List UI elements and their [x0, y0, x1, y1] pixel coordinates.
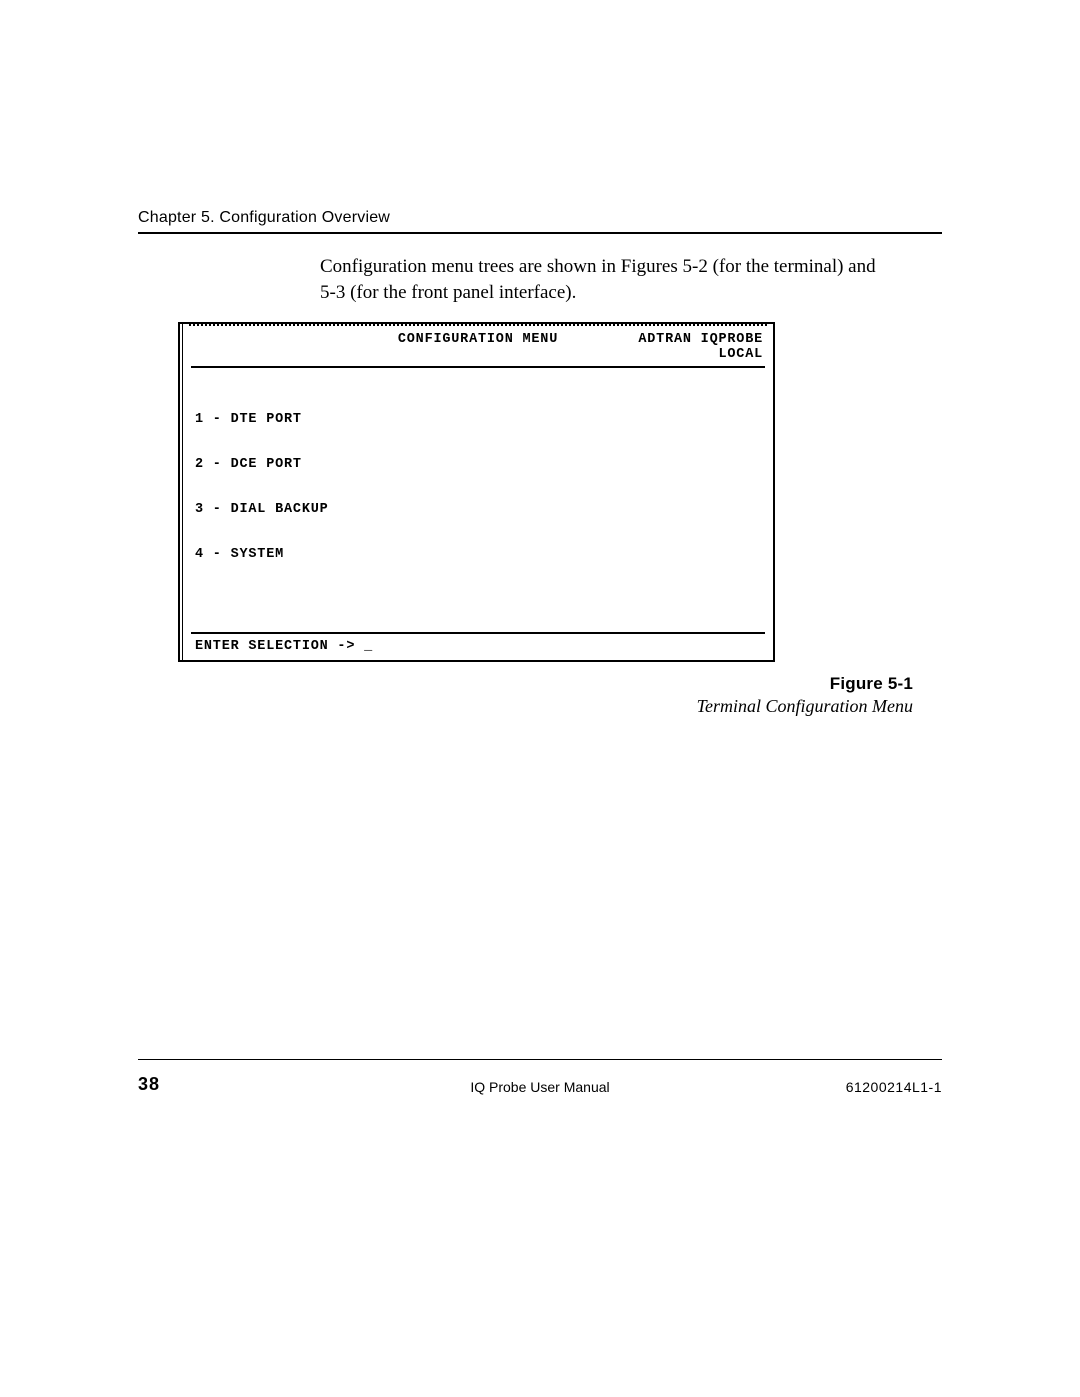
terminal-inner: CONFIGURATION MENU ADTRAN IQPROBE LOCAL …: [182, 324, 773, 660]
footer-rule: [138, 1059, 942, 1060]
terminal-screenshot: CONFIGURATION MENU ADTRAN IQPROBE LOCAL …: [178, 322, 775, 662]
terminal-menu: 1 - DTE PORT 2 - DCE PORT 3 - DIAL BACKU…: [195, 382, 329, 592]
terminal-titlebar: CONFIGURATION MENU ADTRAN IQPROBE LOCAL: [193, 332, 763, 366]
terminal-menu-item: 3 - DIAL BACKUP: [195, 502, 329, 517]
terminal-menu-item: 2 - DCE PORT: [195, 457, 329, 472]
header-rule: [138, 232, 942, 234]
terminal-prompt: ENTER SELECTION -> _: [195, 639, 373, 654]
terminal-title-right: ADTRAN IQPROBE LOCAL: [621, 332, 763, 362]
figure-caption: Terminal Configuration Menu: [697, 696, 913, 717]
figure-label: Figure 5-1: [830, 674, 913, 694]
terminal-dotted-top: [189, 324, 767, 326]
chapter-header: Chapter 5. Configuration Overview: [138, 209, 390, 227]
terminal-menu-item: 1 - DTE PORT: [195, 412, 329, 427]
terminal-menu-item: 4 - SYSTEM: [195, 547, 329, 562]
body-paragraph: Configuration menu trees are shown in Fi…: [320, 254, 880, 305]
terminal-rule-top: [191, 366, 765, 368]
terminal-rule-bottom: [191, 632, 765, 634]
footer-doc-number: 61200214L1-1: [846, 1079, 942, 1095]
page: Chapter 5. Configuration Overview Config…: [0, 0, 1080, 1397]
